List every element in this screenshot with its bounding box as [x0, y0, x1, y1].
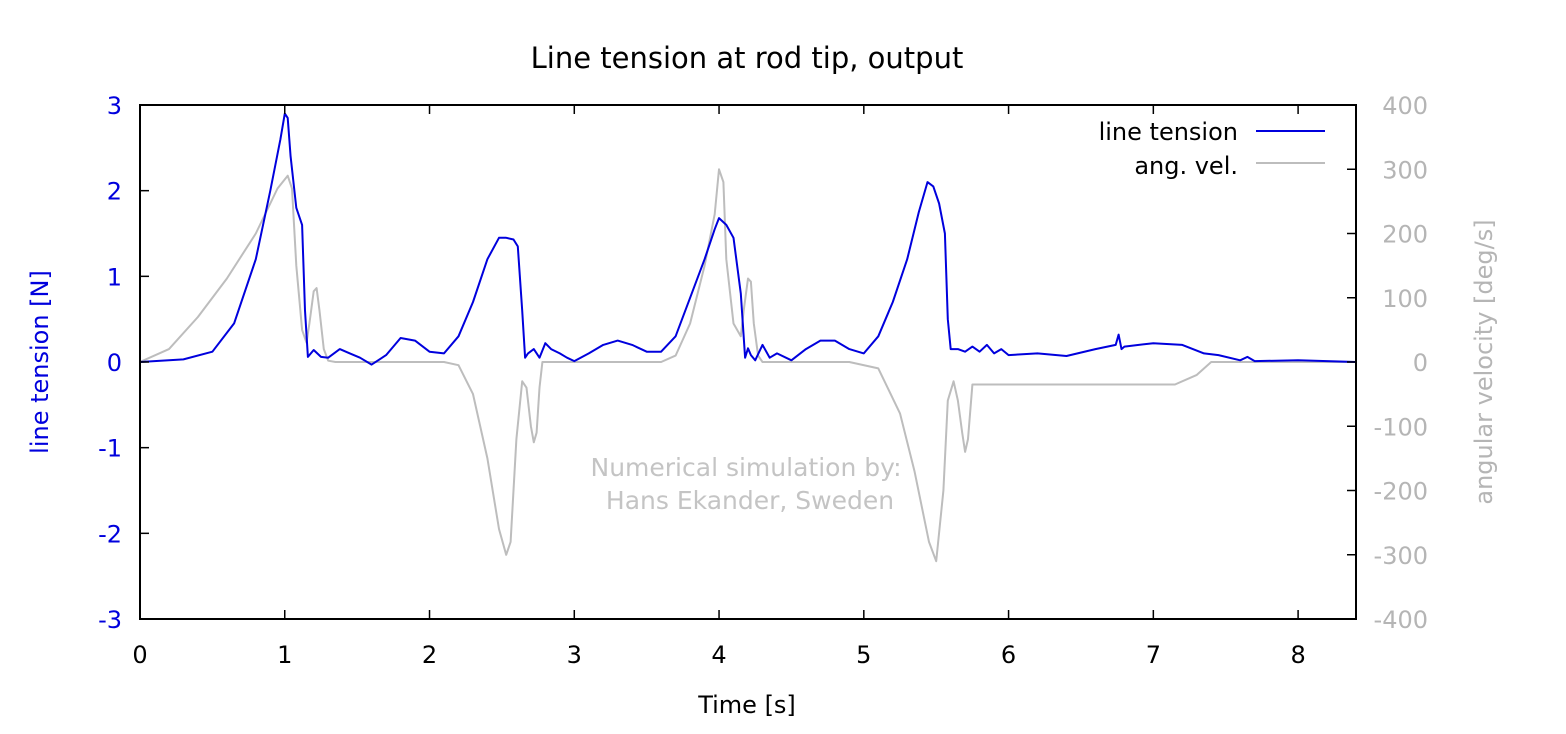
y2-tick-labels: 400 300 200 100 0 -100 -200 -300 -400 [1374, 92, 1428, 634]
y-tick-label: -1 [98, 435, 122, 463]
y2-tick-label: 0 [1413, 349, 1428, 377]
x-tick-label: 7 [1146, 641, 1161, 669]
y-tick-label: 2 [107, 178, 122, 206]
x-tick-label: 5 [856, 641, 871, 669]
y-tick-label: 3 [107, 92, 122, 120]
x-tick-label: 0 [132, 641, 147, 669]
y2-axis-label: angular velocity [deg/s] [1470, 219, 1498, 504]
series-line-ang-vel [140, 168, 1356, 563]
y2-tick-label: -400 [1374, 606, 1428, 634]
x-tick-label: 8 [1290, 641, 1305, 669]
x-tick-labels: 0 1 2 3 4 5 6 7 8 [132, 641, 1305, 669]
series-line-line-tension [140, 112, 1356, 366]
y2-tick-label: 100 [1382, 285, 1428, 313]
y2-tick-label: -100 [1374, 413, 1428, 441]
legend-label-tension: line tension [1099, 118, 1238, 146]
x-tick-label: 3 [567, 641, 582, 669]
ticks-layer [139, 104, 1356, 620]
y-axis-label: line tension [N] [26, 270, 54, 454]
plot-frame [139, 104, 1357, 620]
y-tick-label: 0 [107, 349, 122, 377]
chart-title: Line tension at rod tip, output [531, 41, 964, 75]
x-axis-label: Time [s] [697, 691, 796, 719]
y-tick-label: -2 [98, 520, 122, 548]
y2-tick-label: 300 [1382, 156, 1428, 184]
y2-tick-label: -200 [1374, 478, 1428, 506]
annotation-line-2: Hans Ekander, Sweden [606, 486, 894, 515]
x-tick-label: 2 [422, 641, 437, 669]
y2-tick-label: 400 [1382, 92, 1428, 120]
annotation-line-1: Numerical simulation by: [591, 453, 902, 482]
y-tick-label: -3 [98, 606, 122, 634]
legend: line tension ang. vel. [1099, 118, 1325, 180]
x-tick-label: 6 [1001, 641, 1016, 669]
y-tick-labels: 3 2 1 0 -1 -2 -3 [98, 92, 122, 634]
legend-label-angvel: ang. vel. [1134, 152, 1238, 180]
x-tick-label: 1 [277, 641, 292, 669]
series-layer [140, 112, 1356, 563]
y-tick-label: 1 [107, 263, 122, 291]
x-tick-label: 4 [711, 641, 726, 669]
y2-tick-label: 200 [1382, 221, 1428, 249]
y2-tick-label: -300 [1374, 542, 1428, 570]
